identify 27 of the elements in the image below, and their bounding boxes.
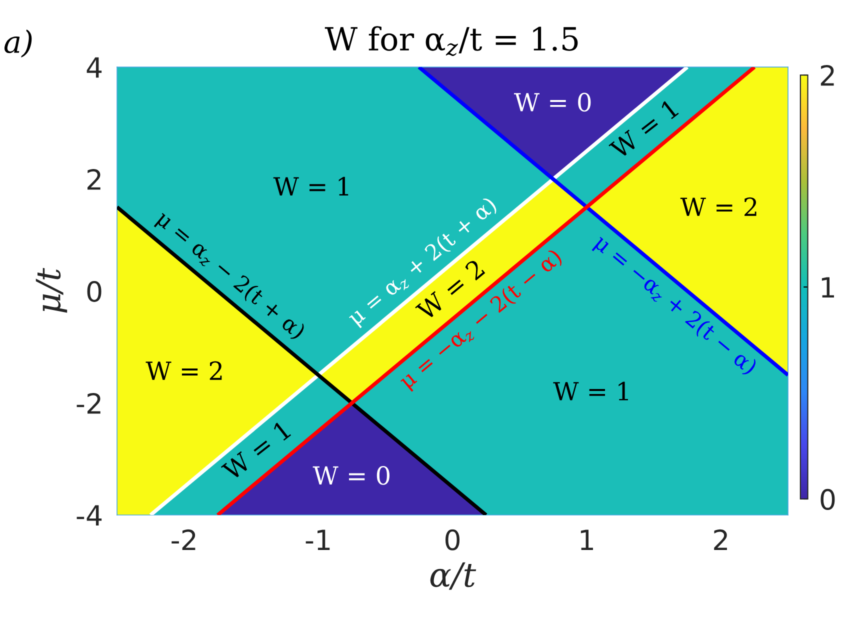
x-axis-title: α/t — [430, 562, 476, 590]
x-tick-label: -2 — [172, 529, 196, 550]
y-tick-label: -2 — [76, 392, 100, 414]
y-tick-label: -4 — [76, 505, 102, 526]
annotation: W = 1 — [553, 382, 628, 400]
text: a) — [4, 30, 32, 58]
x-tick-label: 0 — [446, 529, 460, 550]
y-axis-title: μ/t — [36, 268, 68, 313]
annotation: W = 0 — [514, 92, 591, 112]
annotation: W = 2 — [146, 361, 222, 380]
chart-title: W for α$_{z}$/t = 1.5 — [324, 26, 578, 56]
annotation: W = 1 — [220, 420, 292, 482]
annotation: W = 2 — [680, 197, 756, 216]
x-tick-label: 1 — [580, 530, 593, 550]
y-tick-label: 4 — [86, 57, 102, 78]
annotation: W = 1 — [273, 176, 348, 196]
y-tick-label: 2 — [87, 169, 100, 190]
x-tick-label: -1 — [306, 530, 330, 550]
text: μ = α$_{z}$ − 2(t + α) — [152, 208, 307, 343]
y-tick-label: 0 — [87, 280, 102, 302]
annotation: W = 0 — [312, 466, 390, 485]
color-bar-label: 2 — [820, 64, 834, 86]
color-bar-label: 1 — [822, 277, 834, 298]
color-bar-label: 0 — [820, 488, 835, 510]
annotation: W = 1 — [608, 99, 679, 160]
x-tick-label: 2 — [714, 529, 727, 550]
text: μ = −α$_{z}$ + 2(t − α) — [590, 232, 759, 378]
